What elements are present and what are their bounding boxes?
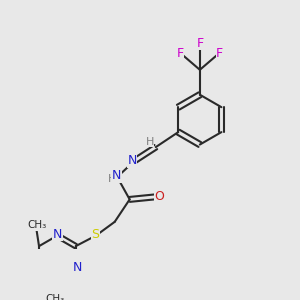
Text: N: N xyxy=(112,169,122,182)
Text: O: O xyxy=(154,190,164,203)
Text: H: H xyxy=(146,136,154,147)
Text: S: S xyxy=(92,228,100,241)
Text: H: H xyxy=(108,175,116,184)
Text: F: F xyxy=(196,37,203,50)
Text: N: N xyxy=(72,261,82,274)
Text: CH₃: CH₃ xyxy=(45,294,64,300)
Text: F: F xyxy=(216,47,224,60)
Text: CH₃: CH₃ xyxy=(27,220,46,230)
Text: N: N xyxy=(128,154,137,167)
Text: F: F xyxy=(176,47,184,60)
Text: N: N xyxy=(53,228,62,241)
